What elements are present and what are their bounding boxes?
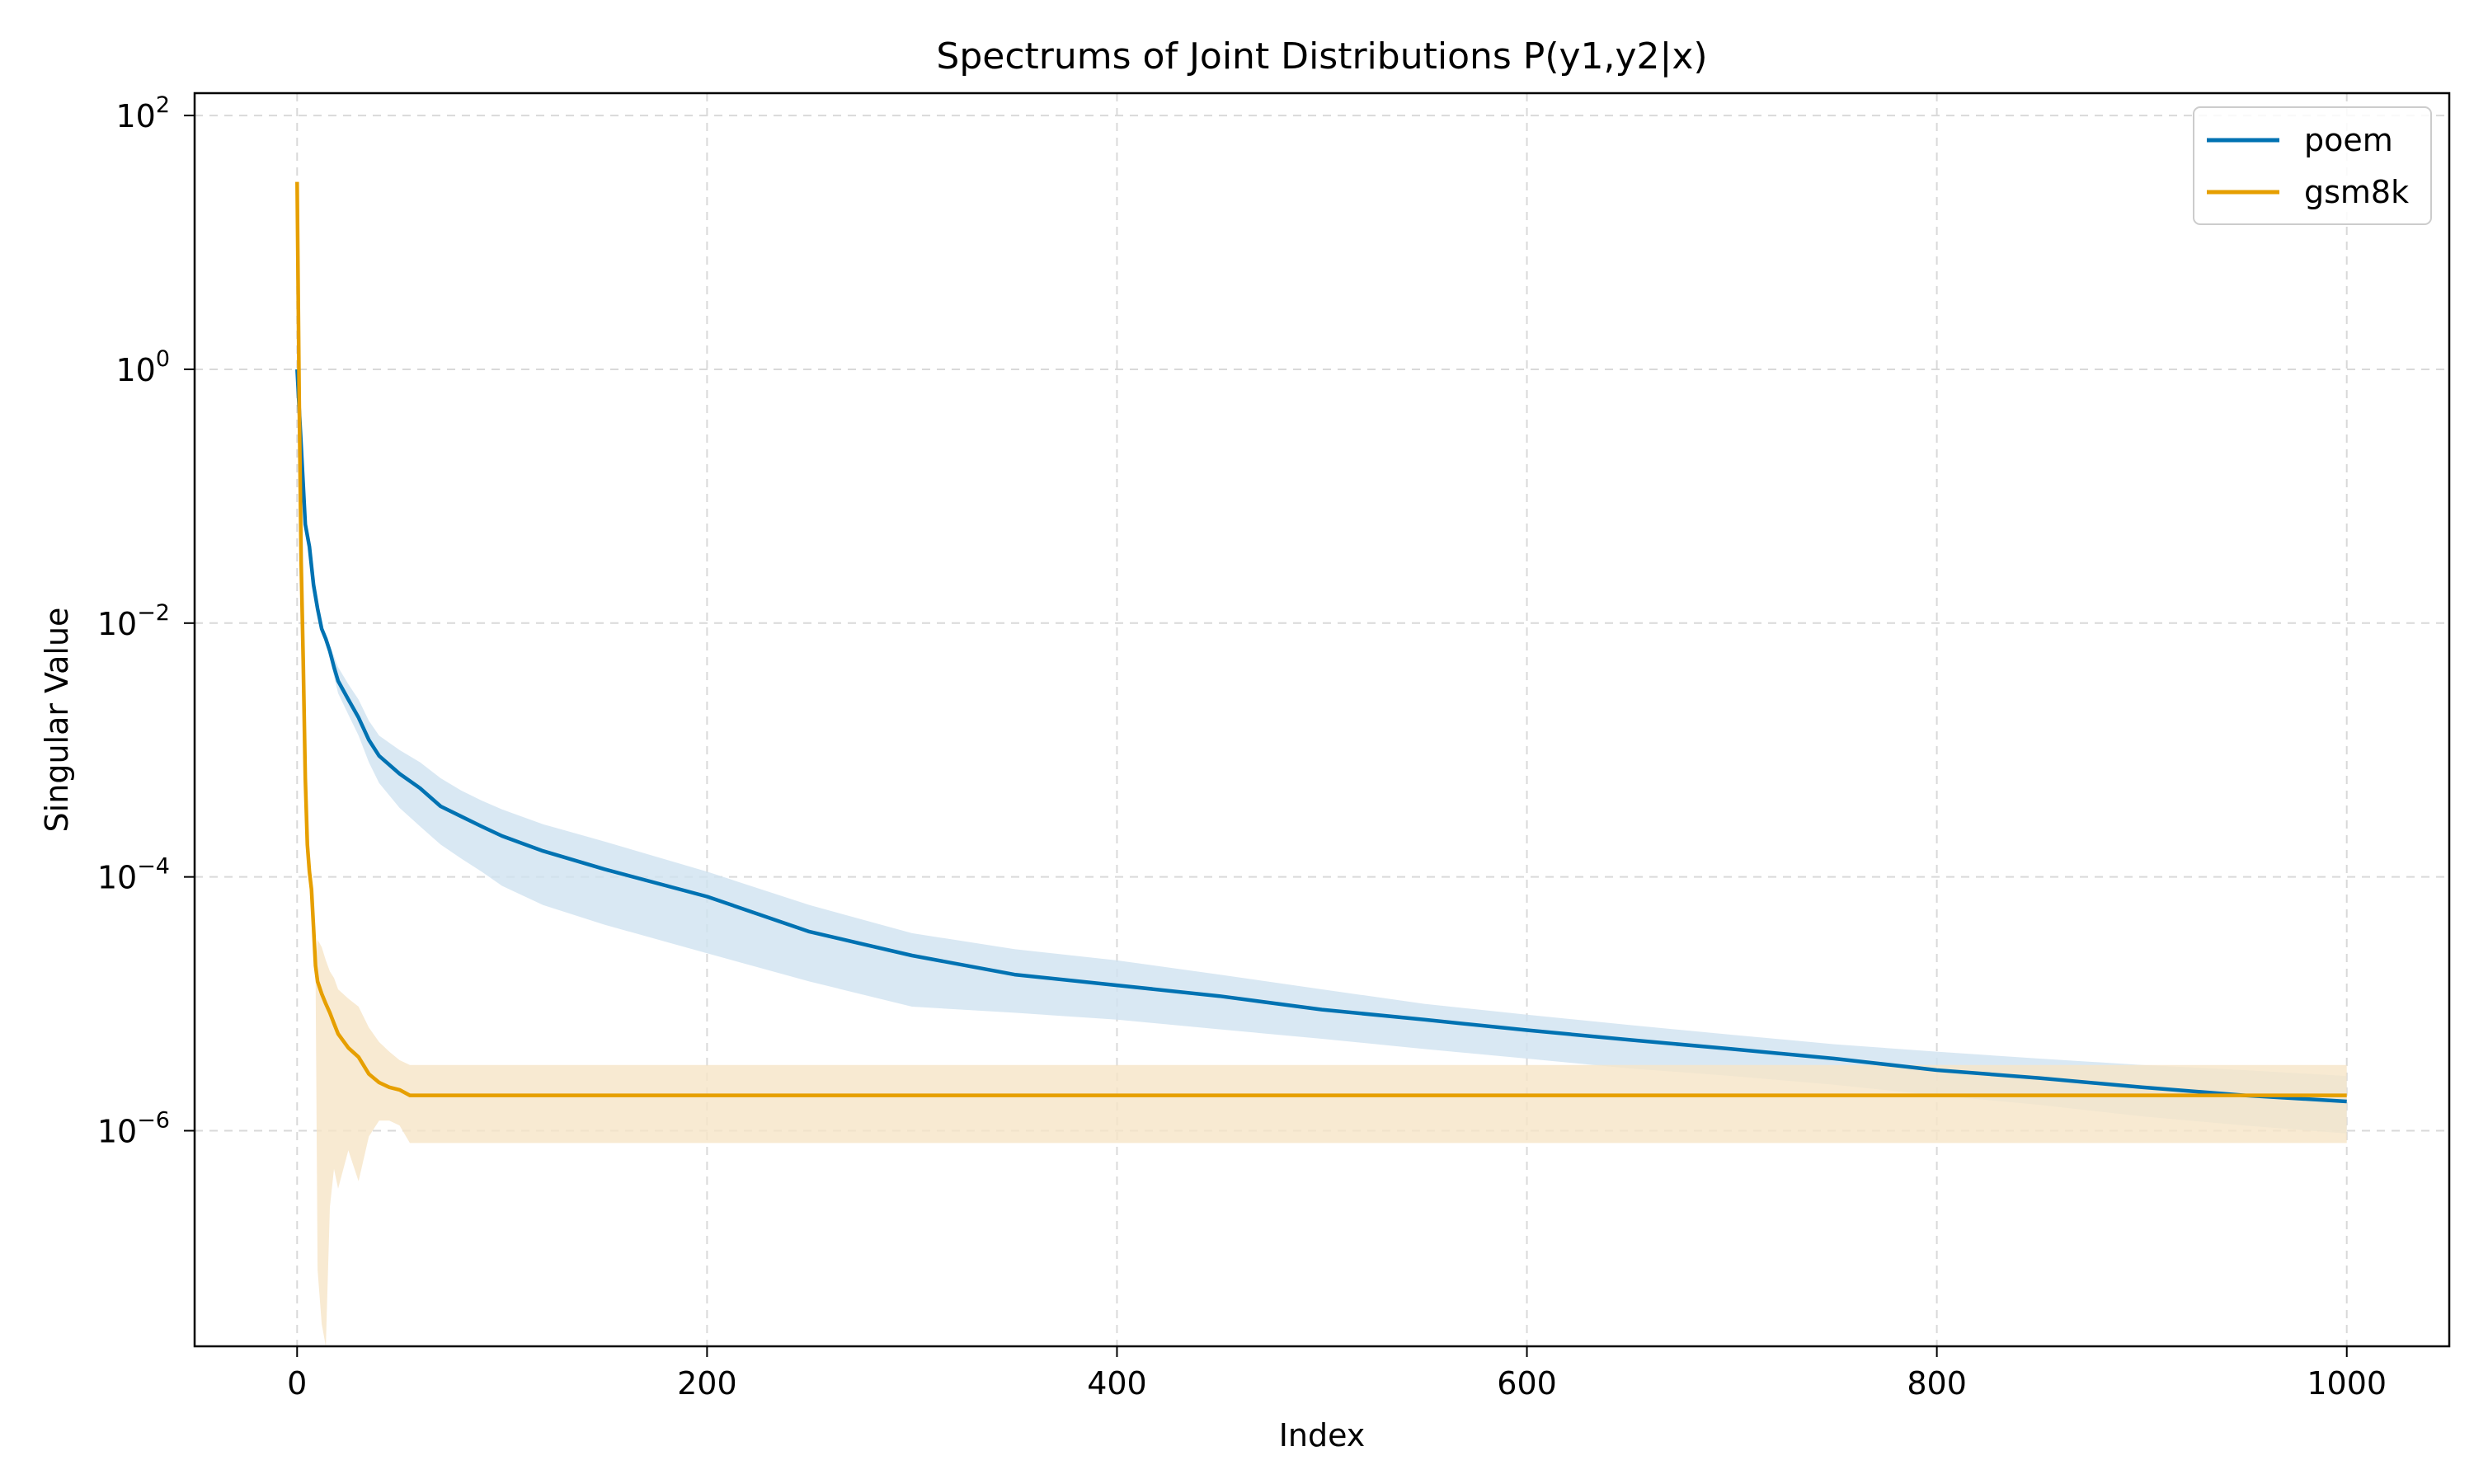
y-tick-base: 10 bbox=[115, 352, 155, 388]
confidence-bands bbox=[297, 181, 2347, 1347]
y-tick-label: 102 bbox=[115, 92, 170, 134]
legend-box bbox=[2193, 106, 2432, 225]
y-tick-exponent: −4 bbox=[137, 854, 170, 880]
y-tick-base: 10 bbox=[115, 98, 155, 134]
x-axis-ticks: 0 200 400 600 800 1000 bbox=[287, 1346, 2387, 1402]
x-tick-label: 800 bbox=[1907, 1365, 1967, 1402]
y-tick-exponent: −6 bbox=[137, 1107, 170, 1133]
legend-label-gsm8k: gsm8k bbox=[2304, 174, 2409, 210]
y-tick-label: 10−2 bbox=[97, 600, 170, 642]
series-lines bbox=[295, 181, 2347, 1104]
y-axis-label: Singular Value bbox=[39, 608, 75, 833]
legend: poem gsm8k bbox=[2193, 106, 2432, 225]
x-tick-label: 400 bbox=[1087, 1365, 1147, 1402]
legend-label-poem: poem bbox=[2304, 122, 2393, 158]
y-tick-base: 10 bbox=[97, 606, 137, 642]
line-poem bbox=[295, 369, 2347, 1104]
line-gsm8k bbox=[295, 181, 2347, 1097]
y-tick-base: 10 bbox=[97, 1113, 137, 1149]
x-tick-label: 0 bbox=[287, 1365, 307, 1402]
band-gsm8k bbox=[297, 181, 2347, 1347]
x-tick-label: 1000 bbox=[2307, 1365, 2387, 1402]
y-tick-base: 10 bbox=[97, 860, 137, 896]
band-poem bbox=[297, 369, 2347, 1134]
x-tick-label: 600 bbox=[1497, 1365, 1557, 1402]
y-tick-label: 10−6 bbox=[97, 1107, 170, 1149]
y-tick-exponent: −2 bbox=[137, 600, 170, 626]
y-tick-label: 10−4 bbox=[97, 854, 170, 896]
x-axis-label: Index bbox=[1279, 1417, 1366, 1453]
y-tick-exponent: 2 bbox=[156, 92, 170, 118]
x-tick-label: 200 bbox=[677, 1365, 737, 1402]
plot-frame bbox=[193, 92, 2451, 1348]
y-tick-exponent: 0 bbox=[156, 346, 170, 372]
chart-title: Spectrums of Joint Distributions P(y1,y2… bbox=[936, 35, 1707, 77]
y-tick-label: 100 bbox=[115, 346, 170, 388]
